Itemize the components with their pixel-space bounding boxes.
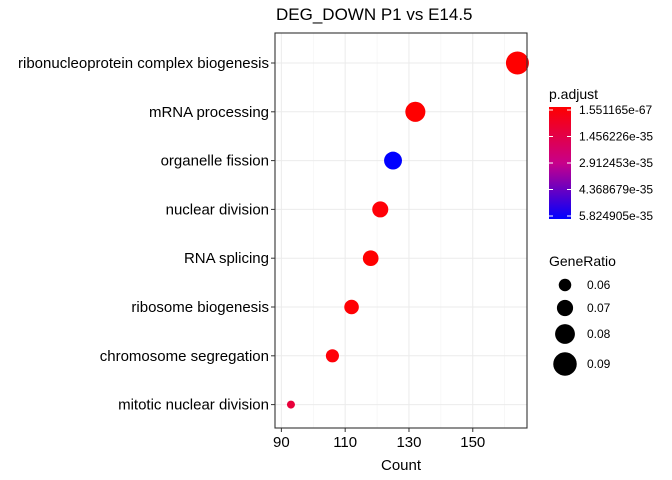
size-legend: GeneRatio 0.06 0.07 0.08 0.09 — [549, 253, 616, 376]
x-tick-label: 90 — [273, 434, 290, 451]
size-legend-key — [553, 352, 577, 376]
y-tick-label: mRNA processing — [149, 104, 269, 121]
size-legend-key — [555, 324, 575, 344]
color-legend-label: 4.368679e-35 — [579, 183, 653, 197]
x-tick-label: 110 — [333, 434, 357, 451]
data-point — [325, 349, 339, 363]
size-legend-label: 0.07 — [587, 301, 611, 315]
x-tick-label: 150 — [460, 434, 485, 451]
color-legend-title: p.adjust — [549, 86, 598, 102]
plot-panel — [275, 33, 527, 428]
x-tick-label: 130 — [396, 434, 421, 451]
data-point — [384, 151, 402, 170]
gridlines — [275, 33, 527, 428]
size-legend-label: 0.08 — [587, 327, 611, 341]
size-legend-key — [556, 299, 574, 317]
y-tick-label: mitotic nuclear division — [118, 397, 269, 414]
y-tick-label: ribosome biogenesis — [131, 299, 269, 316]
size-legend-label: 0.06 — [587, 278, 611, 292]
y-tick-label: ribonucleoprotein complex biogenesis — [18, 55, 269, 72]
color-legend-label: 2.912453e-35 — [579, 156, 653, 170]
y-tick-label: RNA splicing — [184, 250, 269, 267]
chart-title: DEG_DOWN P1 vs E14.5 — [276, 5, 473, 24]
color-legend: p.adjust 1.551165e-67 1.456226e-35 2.91245… — [549, 86, 653, 223]
color-legend-label: 1.551165e-67 — [579, 103, 653, 117]
color-legend-bar — [549, 107, 571, 219]
size-legend-title: GeneRatio — [549, 253, 616, 269]
y-tick-label: nuclear division — [166, 201, 269, 218]
data-point — [286, 400, 295, 409]
x-axis: 90 110 130 150 — [273, 428, 485, 451]
y-tick-label: organelle fission — [161, 153, 269, 170]
data-point — [372, 201, 389, 218]
color-legend-label: 5.824905e-35 — [579, 209, 653, 223]
color-legend-label: 1.456226e-35 — [579, 130, 653, 144]
points-layer — [286, 51, 529, 409]
data-point — [505, 51, 529, 75]
x-axis-title: Count — [381, 457, 422, 474]
data-point — [362, 250, 379, 267]
data-point — [405, 101, 426, 122]
plot-border — [274, 32, 528, 429]
size-legend-key — [558, 278, 572, 292]
data-point — [344, 299, 359, 315]
y-tick-label: chromosome segregation — [100, 348, 269, 365]
size-legend-label: 0.09 — [587, 357, 611, 371]
y-axis: ribonucleoprotein complex biogenesis mRNA… — [18, 55, 275, 414]
